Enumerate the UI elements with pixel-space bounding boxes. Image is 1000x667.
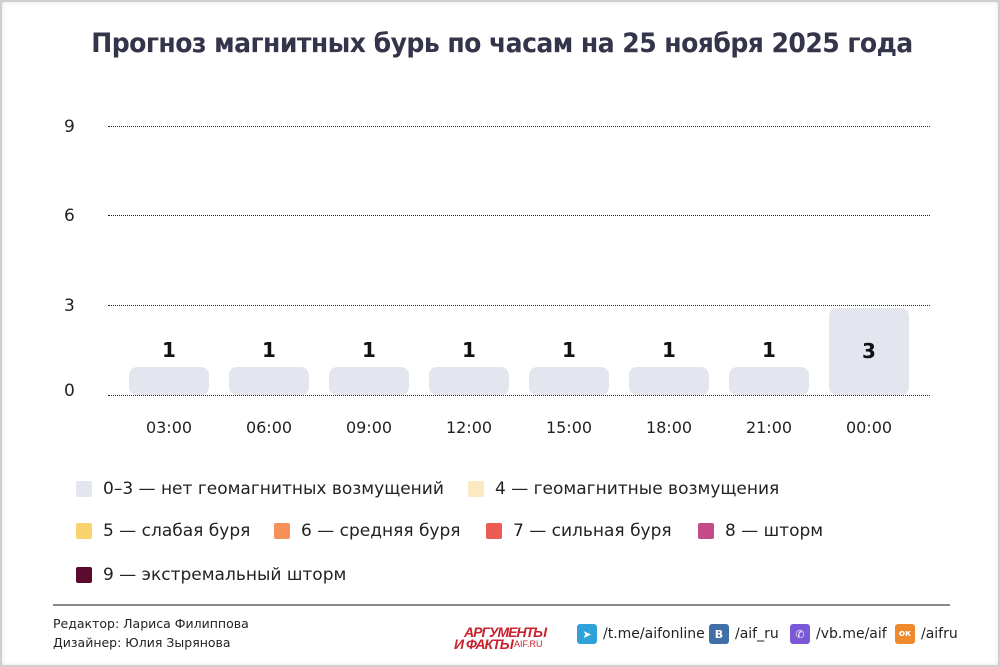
y-tick-6: 6 [64, 206, 75, 226]
telegram-icon: ➤ [577, 624, 597, 644]
social-odnoklassniki[interactable]: ок /aifru [895, 624, 958, 644]
odnoklassniki-icon: ок [895, 624, 915, 644]
chart-title: Прогноз магнитных бурь по часам на 25 но… [91, 28, 913, 59]
legend-swatch [274, 523, 290, 539]
bar-value-label: 3 [862, 338, 876, 363]
logo-line2: И ФАКТЫ [454, 636, 514, 652]
social-telegram[interactable]: ➤ /t.me/aifonline [577, 624, 705, 644]
social-vk[interactable]: В /aif_ru [709, 624, 779, 644]
x-axis-label: 06:00 [245, 418, 293, 437]
legend-label: 6 — средняя буря [301, 521, 461, 541]
legend-swatch [468, 481, 484, 497]
designer-credit: Дизайнер: Юлия Зырянова [53, 635, 231, 650]
bar [529, 367, 609, 395]
x-axis-label: 09:00 [345, 418, 393, 437]
bar [129, 367, 209, 395]
y-tick-9: 9 [64, 117, 75, 137]
bar-value-label: 1 [362, 338, 376, 362]
social-label: /aif_ru [735, 626, 779, 642]
bar-chart: 9 6 3 0 1 03:00 1 06:00 1 09:00 1 12:00 1 15:00 1 1… [2, 2, 1000, 462]
legend-swatch [76, 481, 92, 497]
bar-value-label: 1 [262, 338, 276, 362]
legend-swatch [698, 523, 714, 539]
legend-item-0-3: 0–3 — нет геомагнитных возмущений [76, 479, 444, 499]
footer-divider [53, 604, 950, 606]
legend-item-6: 6 — средняя буря [274, 521, 461, 541]
legend-label: 5 — слабая буря [103, 521, 251, 541]
legend-label: 8 — шторм [725, 521, 824, 541]
y-tick-0: 0 [64, 381, 75, 401]
legend-swatch [486, 523, 502, 539]
bar [629, 367, 709, 395]
bar [429, 367, 509, 395]
legend-item-5: 5 — слабая буря [76, 521, 250, 541]
bar [329, 367, 409, 395]
bar-value-label: 1 [462, 338, 476, 362]
bar [829, 308, 909, 395]
x-axis-label: 21:00 [745, 418, 793, 437]
bar [229, 367, 309, 395]
legend-item-8: 8 — шторм [698, 521, 823, 541]
editor-credit: Редактор: Лариса Филиппова [53, 616, 249, 631]
logo-sub: AIF.RU [514, 639, 543, 649]
bar-value-label: 1 [562, 338, 576, 362]
legend-label: 4 — геомагнитные возмущения [495, 479, 780, 499]
logo-line1: АРГУМЕНТЫ [464, 624, 547, 640]
y-tick-3: 3 [64, 296, 75, 316]
bar-value-label: 1 [662, 338, 676, 362]
gridline-0 [108, 395, 930, 396]
social-viber[interactable]: ✆ /vb.me/aif [790, 624, 887, 644]
legend-label: 9 — экстремальный шторм [103, 565, 347, 585]
legend-item-4: 4 — геомагнитные возмущения [468, 479, 779, 499]
social-label: /aifru [921, 626, 958, 642]
x-axis-label: 03:00 [145, 418, 193, 437]
legend-swatch [76, 523, 92, 539]
legend-item-9: 9 — экстремальный шторм [76, 565, 346, 585]
vk-icon: В [709, 624, 729, 644]
bar-value-label: 1 [762, 338, 776, 362]
viber-icon: ✆ [790, 624, 810, 644]
bar [729, 367, 809, 395]
legend-label: 7 — сильная буря [513, 521, 672, 541]
legend-swatch [76, 567, 92, 583]
gridline-9 [108, 126, 930, 127]
x-axis-label: 18:00 [645, 418, 693, 437]
x-axis-label: 15:00 [545, 418, 593, 437]
gridline-6 [108, 215, 930, 216]
social-label: /vb.me/aif [816, 626, 887, 642]
x-axis-label: 00:00 [845, 418, 893, 437]
legend-label: 0–3 — нет геомагнитных возмущений [103, 479, 444, 499]
aif-logo[interactable]: АРГУМЕНТЫ И ФАКТЫ AIF.RU [454, 624, 564, 652]
bar-value-label: 1 [162, 338, 176, 362]
x-axis-label: 12:00 [445, 418, 493, 437]
gridline-3 [108, 305, 930, 306]
social-label: /t.me/aifonline [603, 626, 705, 642]
legend-item-7: 7 — сильная буря [486, 521, 672, 541]
